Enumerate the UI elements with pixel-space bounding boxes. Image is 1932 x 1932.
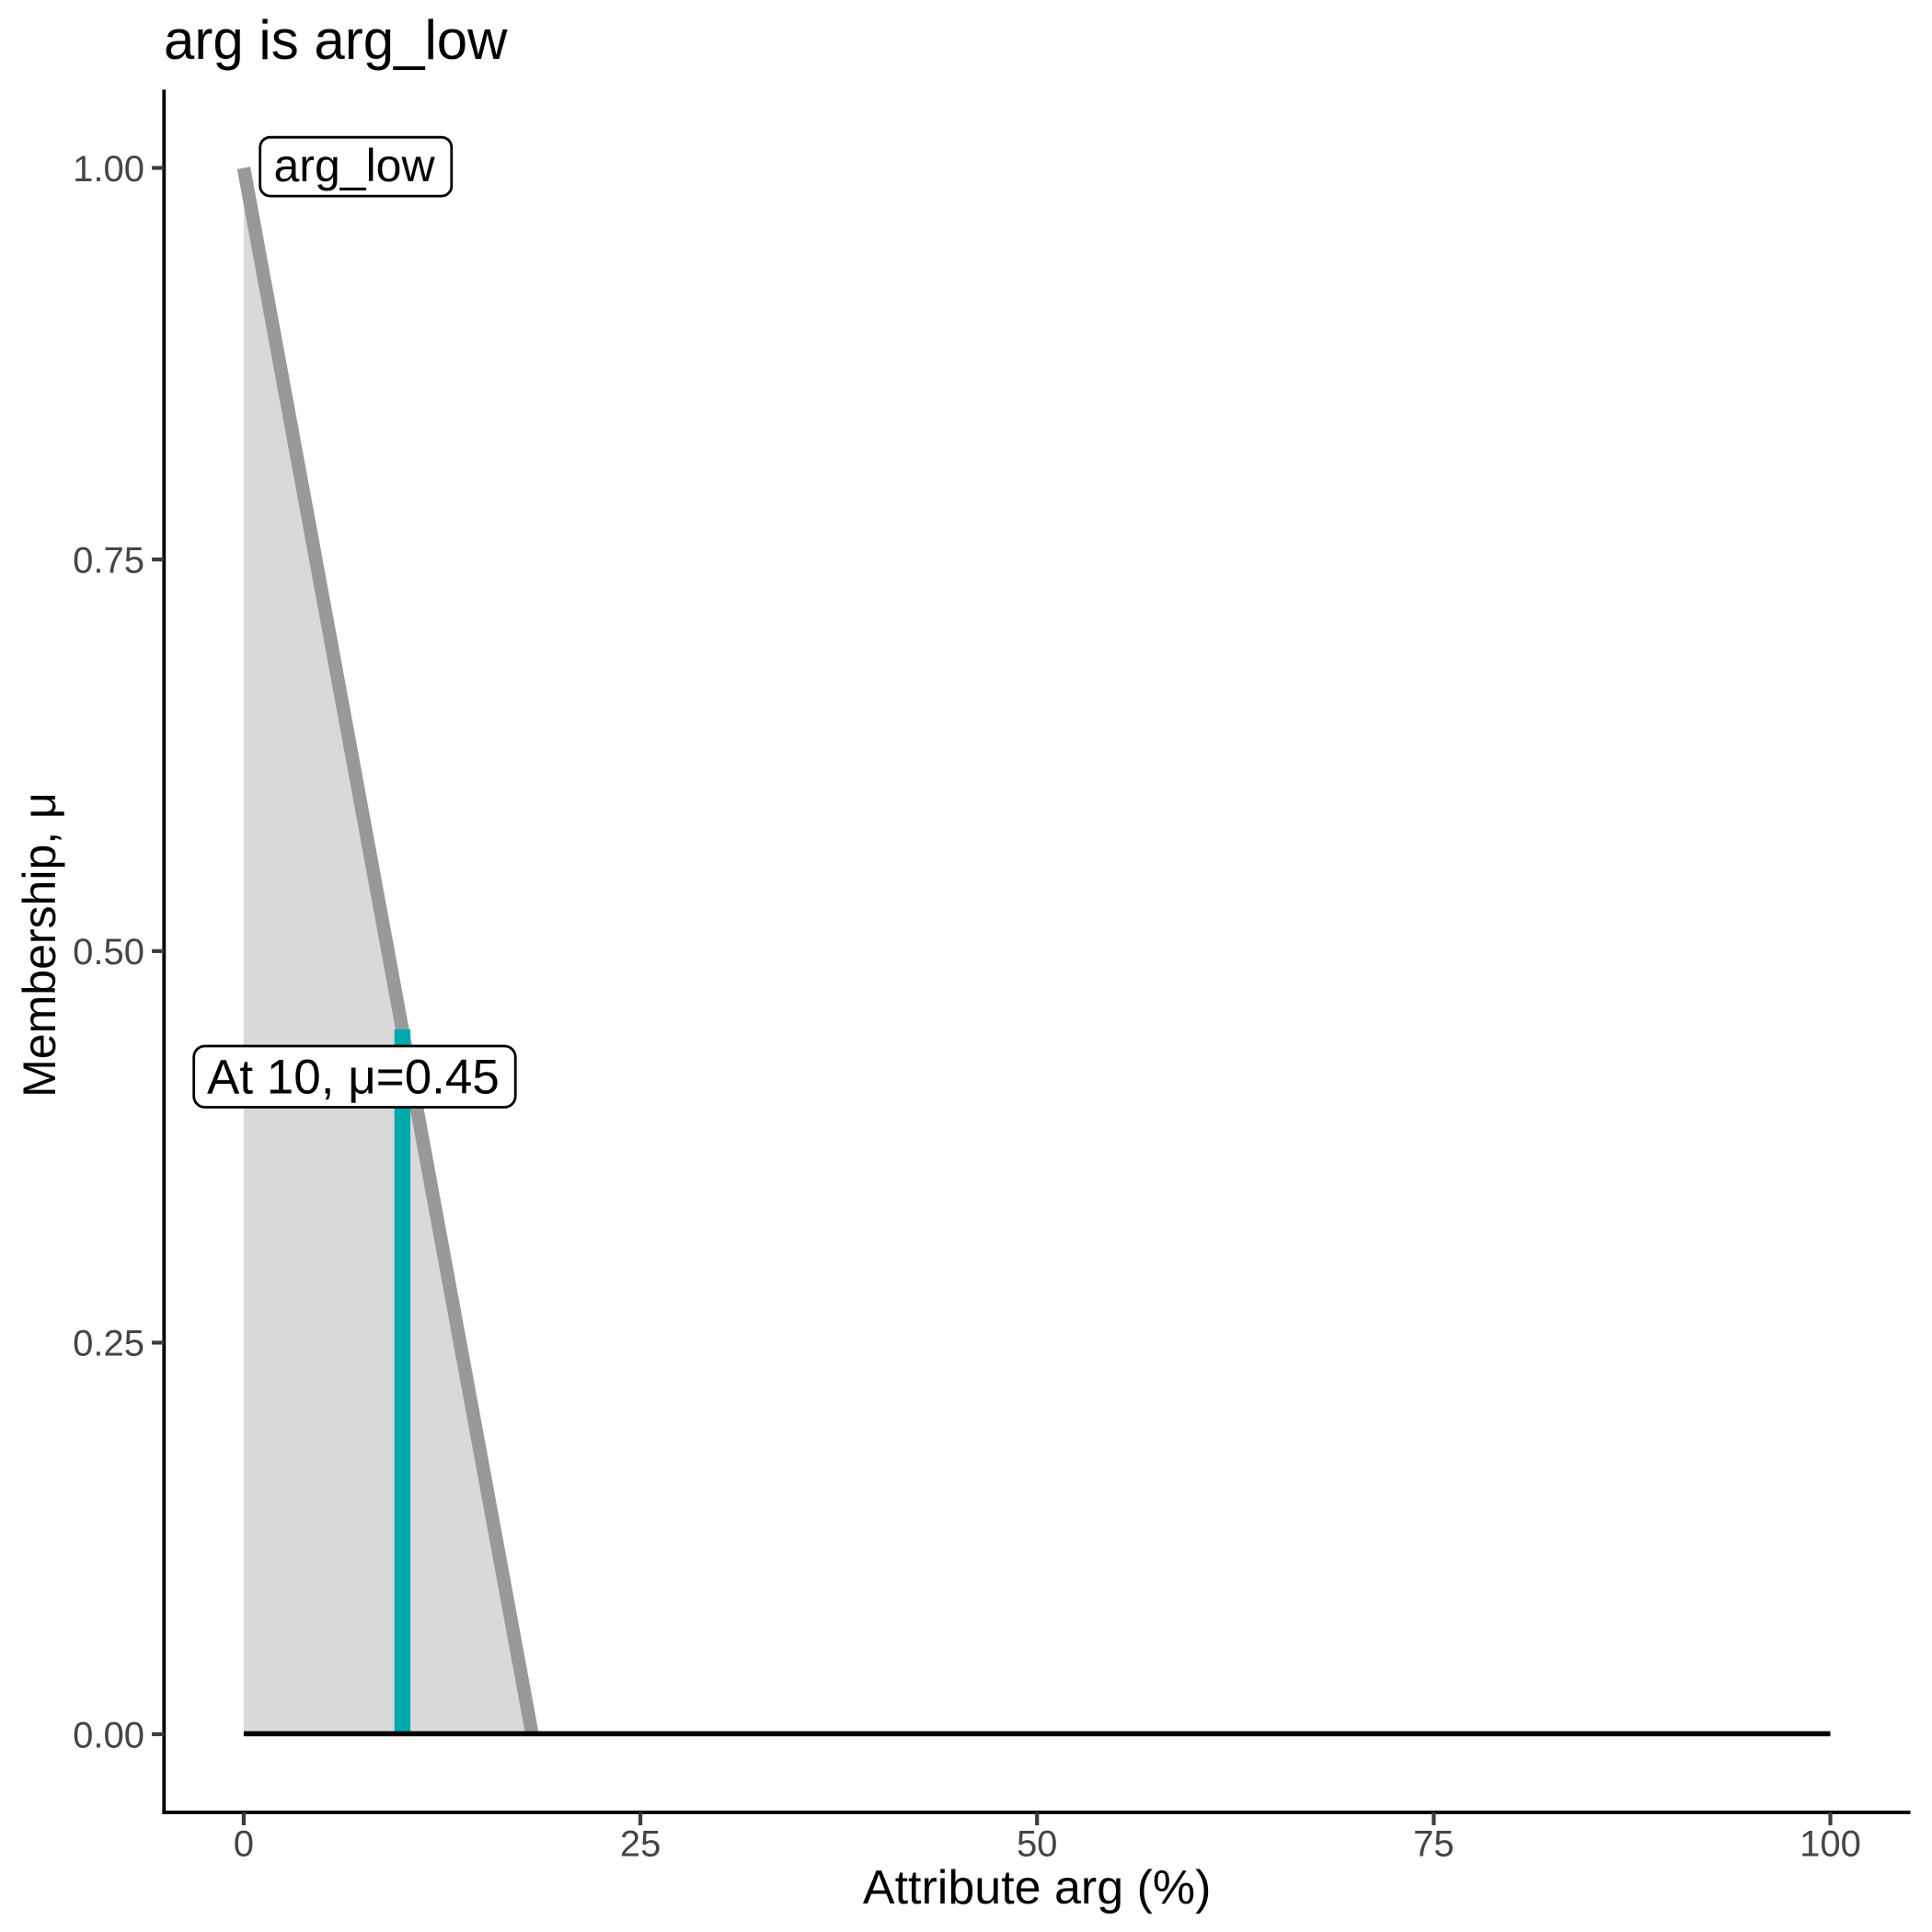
svg-text:Membership, μ: Membership, μ bbox=[14, 792, 65, 1098]
svg-text:1.00: 1.00 bbox=[73, 149, 144, 190]
svg-text:100: 100 bbox=[1800, 1824, 1861, 1865]
svg-text:0.50: 0.50 bbox=[73, 932, 144, 972]
svg-text:0.00: 0.00 bbox=[73, 1715, 144, 1755]
svg-text:50: 50 bbox=[1017, 1824, 1058, 1865]
svg-text:0.25: 0.25 bbox=[73, 1324, 144, 1364]
svg-text:At 10, μ=0.45: At 10, μ=0.45 bbox=[207, 1051, 500, 1105]
svg-text:0: 0 bbox=[234, 1824, 254, 1865]
svg-text:75: 75 bbox=[1413, 1824, 1455, 1865]
svg-text:25: 25 bbox=[620, 1824, 661, 1865]
svg-text:arg_low: arg_low bbox=[274, 140, 436, 191]
svg-text:Attribute arg (%): Attribute arg (%) bbox=[863, 1861, 1212, 1915]
svg-text:arg is arg_low: arg is arg_low bbox=[164, 9, 508, 71]
svg-text:0.75: 0.75 bbox=[73, 540, 144, 581]
